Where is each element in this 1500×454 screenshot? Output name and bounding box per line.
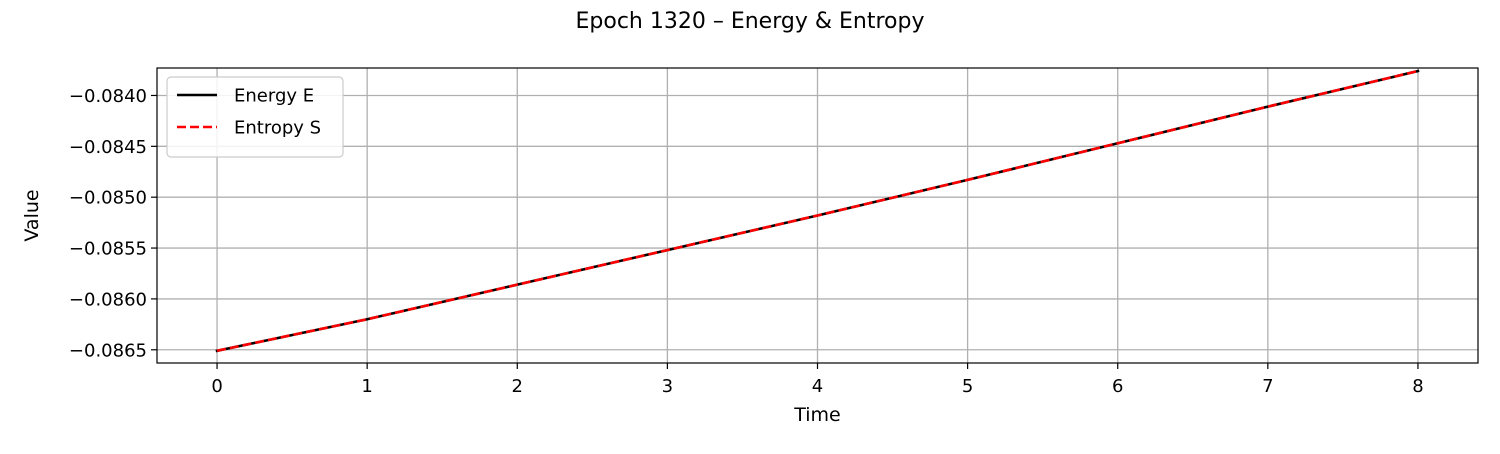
grid-layer [157,68,1478,363]
x-tick-label: 4 [812,376,823,397]
legend-box [166,76,344,158]
x-tick-label: 2 [512,376,523,397]
y-axis: −0.0840 −0.0845 −0.0850 −0.0855 −0.0860 −0.08… [69,86,157,361]
x-tick-label: 7 [1262,376,1273,397]
y-tick-label: −0.0840 [69,86,147,107]
legend: Energy E Entropy S [166,76,344,158]
x-axis: 0 1 2 3 4 5 6 7 8 [211,363,1424,397]
legend-label: Entropy S [234,118,321,139]
x-tick-label: 5 [962,376,973,397]
y-tick-label: −0.0855 [69,239,147,260]
legend-label: Energy E [234,86,314,107]
y-tick-label: −0.0865 [69,340,147,361]
y-axis-label: Value [21,189,43,241]
y-tick-label: −0.0845 [69,137,147,158]
x-tick-label: 6 [1112,376,1123,397]
y-tick-label: −0.0860 [69,289,147,310]
chart-title: Epoch 1320 – Energy & Entropy [576,9,925,34]
x-tick-label: 0 [211,376,222,397]
x-axis-label: Time [793,404,841,426]
x-tick-label: 8 [1412,376,1423,397]
series-line-entropy-s [216,69,1419,353]
x-tick-label: 1 [361,376,372,397]
series-layer [215,69,1420,353]
y-tick-label: −0.0850 [69,188,147,209]
x-tick-label: 3 [662,376,673,397]
